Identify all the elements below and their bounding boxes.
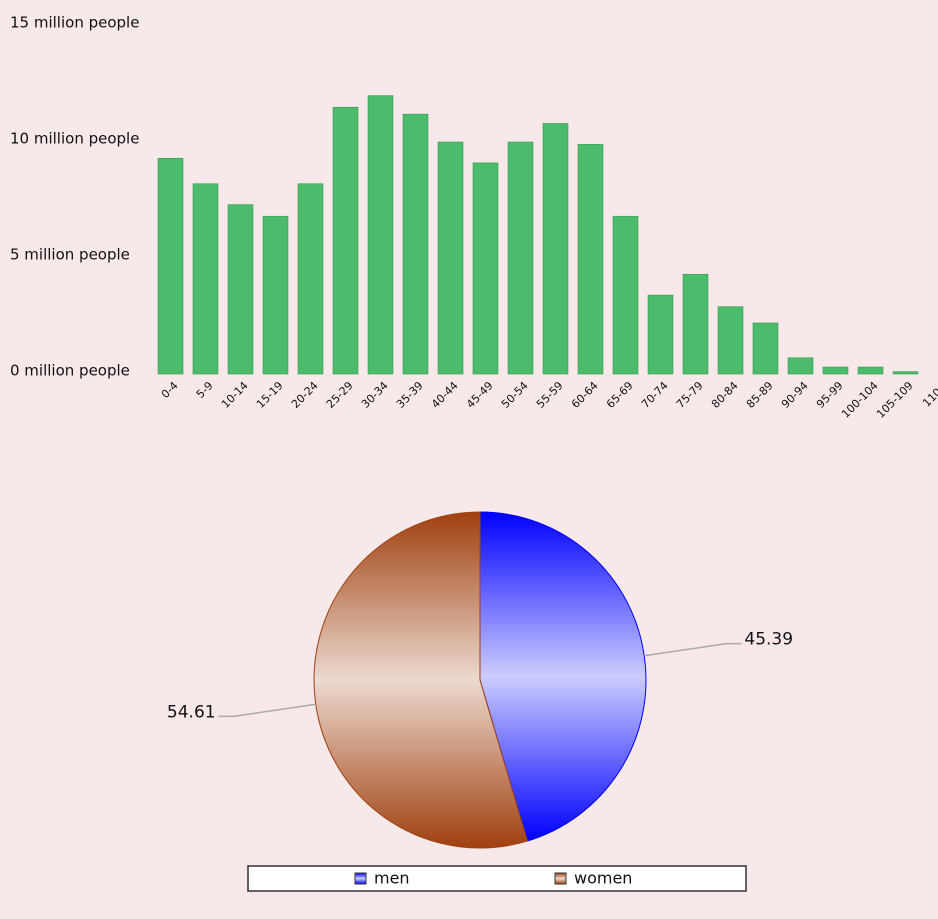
x-tick-label: 5-9 [194, 379, 216, 401]
y-tick-label: 0 million people [10, 362, 130, 380]
leader-line [644, 642, 742, 657]
x-tick-label: 10-14 [219, 379, 251, 411]
bar [332, 106, 359, 375]
bar [297, 183, 324, 375]
legend-swatch [554, 872, 567, 885]
x-tick-label: 105-109 [874, 379, 916, 421]
x-tick-label: 85-89 [744, 379, 776, 411]
legend-box [247, 865, 747, 892]
x-tick-label: 55-59 [534, 379, 566, 411]
bar [227, 204, 254, 375]
bar [717, 306, 744, 375]
bar [507, 141, 534, 375]
x-tick-label: 20-24 [289, 379, 321, 411]
bar [402, 113, 429, 375]
legend-label: women [574, 869, 632, 888]
data-label: 54.61 [167, 702, 216, 722]
bar [472, 162, 499, 375]
x-tick-label: 15-19 [254, 379, 286, 411]
bar [612, 215, 639, 375]
bar [262, 215, 289, 375]
x-tick-label: 80-84 [709, 379, 741, 411]
x-tick-label: 110> [920, 379, 938, 410]
x-tick-label: 90-94 [779, 379, 811, 411]
x-tick-label: 0-4 [159, 379, 181, 401]
pie-slice [313, 511, 529, 849]
data-label: 45.39 [744, 630, 793, 650]
legend-swatch [354, 872, 367, 885]
legend-label: men [374, 869, 410, 888]
bar [822, 366, 849, 375]
x-tick-label: 35-39 [394, 379, 426, 411]
x-tick-label: 75-79 [674, 379, 706, 411]
x-tick-label: 100-104 [839, 379, 881, 421]
bar [157, 157, 184, 375]
bar [752, 322, 779, 375]
bar [857, 366, 884, 375]
y-tick-label: 5 million people [10, 246, 130, 264]
bar [367, 95, 394, 375]
x-tick-label: 60-64 [569, 379, 601, 411]
pie-slice [479, 511, 647, 842]
x-tick-label: 95-99 [814, 379, 846, 411]
y-tick-label: 10 million people [10, 130, 139, 148]
y-tick-label: 15 million people [10, 14, 139, 32]
x-tick-label: 70-74 [639, 379, 671, 411]
x-tick-label: 40-44 [429, 379, 461, 411]
bar [892, 371, 919, 375]
x-tick-label: 25-29 [324, 379, 356, 411]
x-tick-label: 65-69 [604, 379, 636, 411]
x-tick-label: 30-34 [359, 379, 391, 411]
bar [577, 144, 604, 375]
bar [787, 357, 814, 375]
bar [682, 273, 709, 375]
x-tick-label: 50-54 [499, 379, 531, 411]
bar [542, 123, 569, 375]
bar [437, 141, 464, 375]
leader-line [218, 703, 316, 718]
bar [647, 294, 674, 375]
x-tick-label: 45-49 [464, 379, 496, 411]
bar [192, 183, 219, 375]
